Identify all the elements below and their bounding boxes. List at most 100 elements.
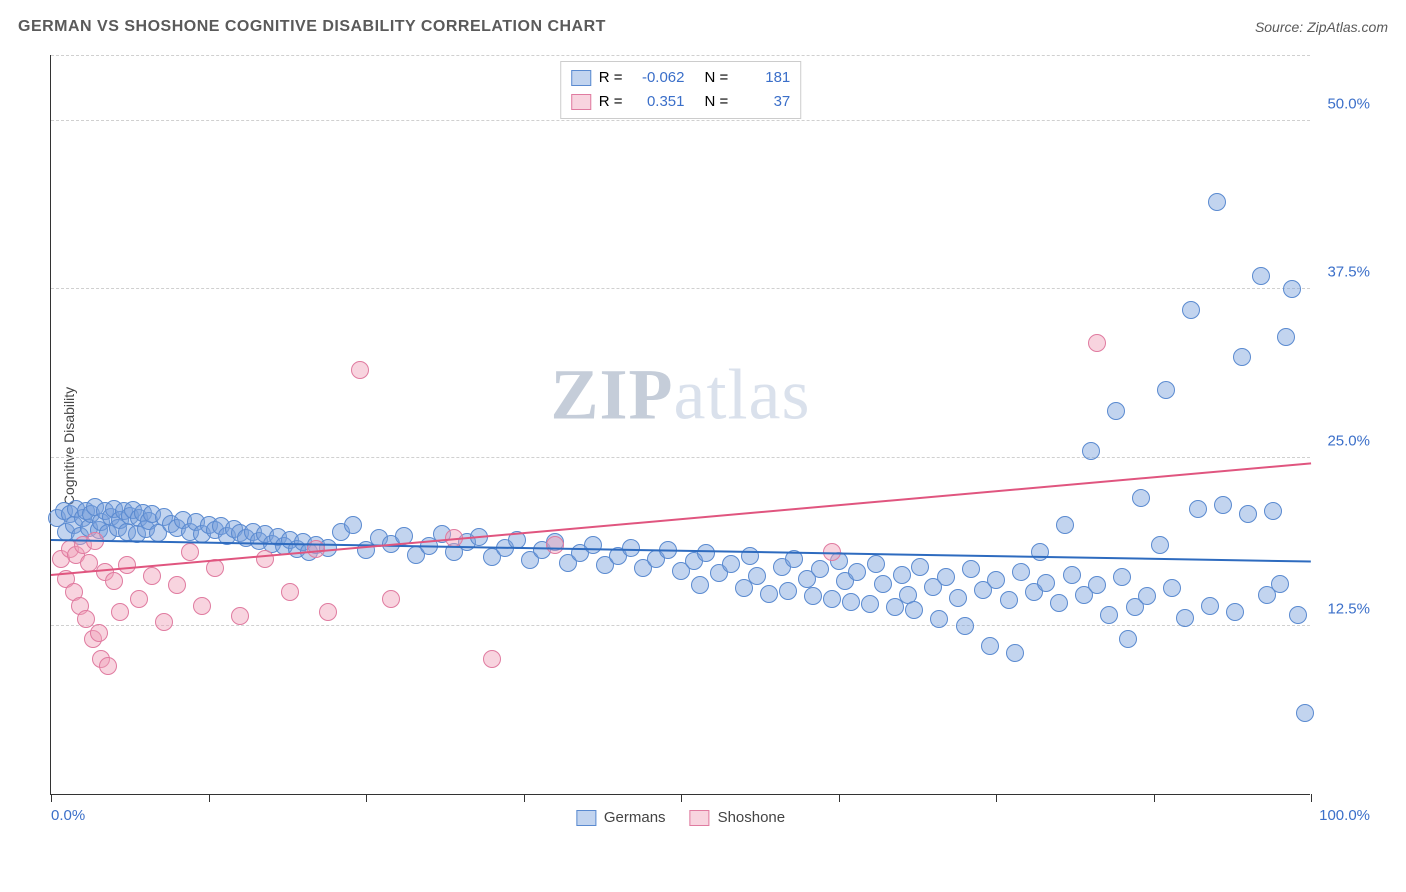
scatter-point: [1296, 704, 1314, 722]
scatter-point: [1233, 348, 1251, 366]
scatter-point: [1031, 543, 1049, 561]
chart-plot-area: ZIPatlas 12.5%25.0%37.5%50.0%0.0%100.0%R…: [50, 55, 1310, 795]
stat-r-value: 0.351: [631, 90, 685, 114]
scatter-point: [130, 590, 148, 608]
y-tick-label: 37.5%: [1327, 264, 1370, 281]
scatter-point: [1107, 402, 1125, 420]
legend-label: Shoshone: [718, 809, 786, 826]
scatter-point: [118, 556, 136, 574]
watermark-rest: atlas: [674, 354, 811, 434]
scatter-point: [80, 554, 98, 572]
chart-title: GERMAN VS SHOSHONE COGNITIVE DISABILITY …: [18, 18, 606, 36]
scatter-point: [344, 516, 362, 534]
scatter-point: [1151, 536, 1169, 554]
scatter-point: [1189, 500, 1207, 518]
legend-swatch: [571, 70, 591, 86]
scatter-point: [987, 571, 1005, 589]
scatter-point: [1100, 606, 1118, 624]
scatter-point: [1264, 502, 1282, 520]
scatter-point: [1113, 568, 1131, 586]
gridline-h: [51, 55, 1310, 56]
x-tick: [1154, 794, 1155, 802]
x-tick: [524, 794, 525, 802]
scatter-point: [1283, 280, 1301, 298]
scatter-point: [382, 590, 400, 608]
scatter-point: [697, 544, 715, 562]
scatter-point: [1157, 381, 1175, 399]
scatter-point: [1088, 334, 1106, 352]
x-tick: [996, 794, 997, 802]
scatter-point: [893, 566, 911, 584]
scatter-point: [1214, 496, 1232, 514]
y-tick-label: 12.5%: [1327, 600, 1370, 617]
scatter-point: [804, 587, 822, 605]
x-tick: [209, 794, 210, 802]
scatter-point: [956, 617, 974, 635]
scatter-point: [99, 657, 117, 675]
scatter-point: [981, 637, 999, 655]
scatter-point: [1132, 489, 1150, 507]
scatter-point: [811, 560, 829, 578]
scatter-point: [874, 575, 892, 593]
scatter-point: [1000, 591, 1018, 609]
scatter-point: [1063, 566, 1081, 584]
scatter-point: [722, 555, 740, 573]
gridline-h: [51, 288, 1310, 289]
scatter-point: [168, 576, 186, 594]
stat-n-value: 181: [736, 66, 790, 90]
scatter-point: [1006, 644, 1024, 662]
scatter-point: [281, 583, 299, 601]
scatter-point: [1163, 579, 1181, 597]
scatter-point: [1037, 574, 1055, 592]
scatter-point: [1252, 267, 1270, 285]
stat-n-value: 37: [736, 90, 790, 114]
watermark-bold: ZIP: [551, 354, 674, 434]
stats-row: R =0.351N =37: [571, 90, 791, 114]
gridline-h: [51, 120, 1310, 121]
stat-r-value: -0.062: [631, 66, 685, 90]
scatter-point: [748, 567, 766, 585]
gridline-h: [51, 457, 1310, 458]
legend-swatch: [690, 810, 710, 826]
scatter-point: [937, 568, 955, 586]
x-tick: [51, 794, 52, 802]
x-tick: [366, 794, 367, 802]
scatter-point: [1012, 563, 1030, 581]
stats-legend-box: R =-0.062N =181R =0.351N =37: [560, 61, 802, 119]
scatter-point: [930, 610, 948, 628]
stat-r-label: R =: [599, 90, 623, 114]
scatter-point: [231, 607, 249, 625]
scatter-point: [181, 543, 199, 561]
scatter-point: [155, 613, 173, 631]
scatter-point: [1271, 575, 1289, 593]
scatter-point: [1182, 301, 1200, 319]
scatter-point: [842, 593, 860, 611]
legend-label: Germans: [604, 809, 666, 826]
scatter-point: [905, 601, 923, 619]
scatter-point: [1277, 328, 1295, 346]
scatter-point: [823, 590, 841, 608]
scatter-point: [741, 547, 759, 565]
scatter-point: [256, 550, 274, 568]
scatter-point: [1226, 603, 1244, 621]
y-tick-label: 25.0%: [1327, 432, 1370, 449]
scatter-point: [90, 624, 108, 642]
scatter-point: [319, 603, 337, 621]
watermark: ZIPatlas: [551, 353, 811, 436]
scatter-point: [1176, 609, 1194, 627]
scatter-point: [351, 361, 369, 379]
scatter-point: [1138, 587, 1156, 605]
scatter-point: [861, 595, 879, 613]
x-tick-label: 0.0%: [51, 807, 85, 824]
scatter-point: [193, 597, 211, 615]
bottom-legend: Germans Shoshone: [576, 809, 785, 826]
x-tick: [839, 794, 840, 802]
y-tick-label: 50.0%: [1327, 96, 1370, 113]
legend-item: Shoshone: [690, 809, 786, 826]
legend-item: Germans: [576, 809, 666, 826]
scatter-point: [1208, 193, 1226, 211]
x-tick: [1311, 794, 1312, 802]
scatter-point: [105, 572, 123, 590]
chart-source: Source: ZipAtlas.com: [1255, 19, 1388, 35]
scatter-point: [483, 650, 501, 668]
